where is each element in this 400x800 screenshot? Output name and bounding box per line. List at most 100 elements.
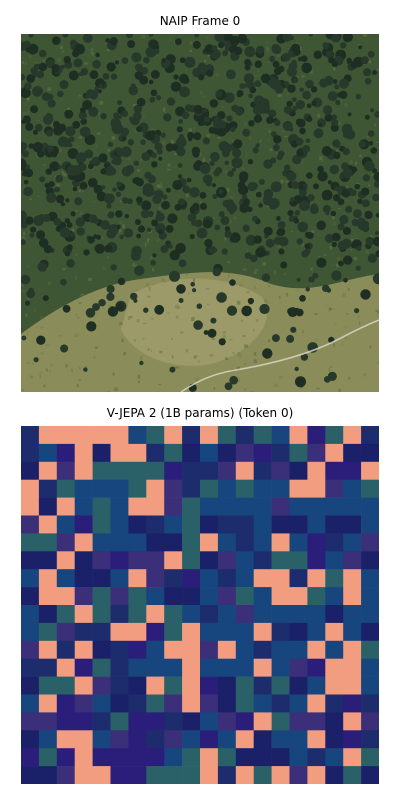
token-cell [307,533,326,552]
token-cell [200,712,219,731]
token-cell [110,443,129,463]
token-cell [325,640,344,659]
token-cell [74,533,93,552]
token-cell [92,533,111,552]
token-cell [146,676,165,695]
token-cell [56,730,75,749]
token-cell [164,605,183,624]
token-cell [307,426,326,445]
token-cell [217,533,237,552]
token-cell [164,497,183,516]
token-cell [21,443,40,463]
token-cell [56,605,75,624]
token-cell [92,712,111,731]
token-cell [146,533,165,552]
token-cell [289,622,308,642]
token-cell [200,426,219,445]
token-cell [253,766,272,784]
token-cell [38,766,58,784]
token-cell [253,443,272,463]
token-cell [128,730,147,749]
token-cell [325,694,344,713]
token-cell [146,766,165,784]
token-cell [361,676,379,695]
token-cell [164,533,183,552]
token-cell [164,479,183,498]
token-cell [21,694,40,713]
token-cell [182,479,201,498]
token-cell [325,515,344,534]
token-cell [217,640,237,659]
token-cell [217,622,237,642]
token-cell [235,515,254,534]
token-cell [361,461,379,480]
token-cell [235,533,254,552]
token-cell [38,515,58,534]
token-cell [182,461,201,480]
token-cell [128,676,147,695]
token-cell [56,497,75,516]
token-cell [361,640,379,659]
token-cell [235,658,254,677]
token-cell [56,443,75,463]
token-cell [38,640,58,659]
token-cell [271,748,290,767]
token-cell [110,766,129,784]
token-cell [217,461,237,480]
token-cell [200,658,219,677]
token-cell [271,461,290,480]
token-cell [343,461,362,480]
naip-aerial-image [21,34,379,392]
token-cell [325,479,344,498]
token-cell [21,569,40,588]
token-cell [289,587,308,606]
token-cell [146,515,165,534]
token-cell [56,533,75,552]
token-cell [289,443,308,463]
token-cell [164,551,183,570]
token-cell [110,497,129,516]
token-cell [343,622,362,642]
token-cell [307,730,326,749]
token-cell [271,712,290,731]
token-cell [217,730,237,749]
token-cell [235,622,254,642]
token-cell [289,515,308,534]
token-cell [253,569,272,588]
token-cell [289,569,308,588]
token-cell [217,694,237,713]
token-cell [200,730,219,749]
token-cell [38,479,58,498]
token-cell [74,605,93,624]
token-cell [56,426,75,445]
token-cell [325,497,344,516]
token-cell [128,479,147,498]
token-cell [128,497,147,516]
token-cell [74,730,93,749]
token-cell [343,426,362,445]
token-cell [110,515,129,534]
token-cell [21,426,40,445]
token-cell [92,515,111,534]
token-cell [164,622,183,642]
token-cell [343,443,362,463]
token-cell [271,587,290,606]
token-cell [253,587,272,606]
token-cell [325,766,344,784]
token-cell [235,587,254,606]
token-cell [343,533,362,552]
token-cell [343,479,362,498]
token-cell [217,605,237,624]
token-cell [325,533,344,552]
token-cell [217,569,237,588]
token-cell [182,497,201,516]
token-cell [38,461,58,480]
token-cell [182,766,201,784]
token-cell [21,712,40,731]
token-cell [343,569,362,588]
token-cell [110,694,129,713]
token-cell [343,587,362,606]
token-cell [307,497,326,516]
token-cell [235,443,254,463]
token-cell [200,640,219,659]
